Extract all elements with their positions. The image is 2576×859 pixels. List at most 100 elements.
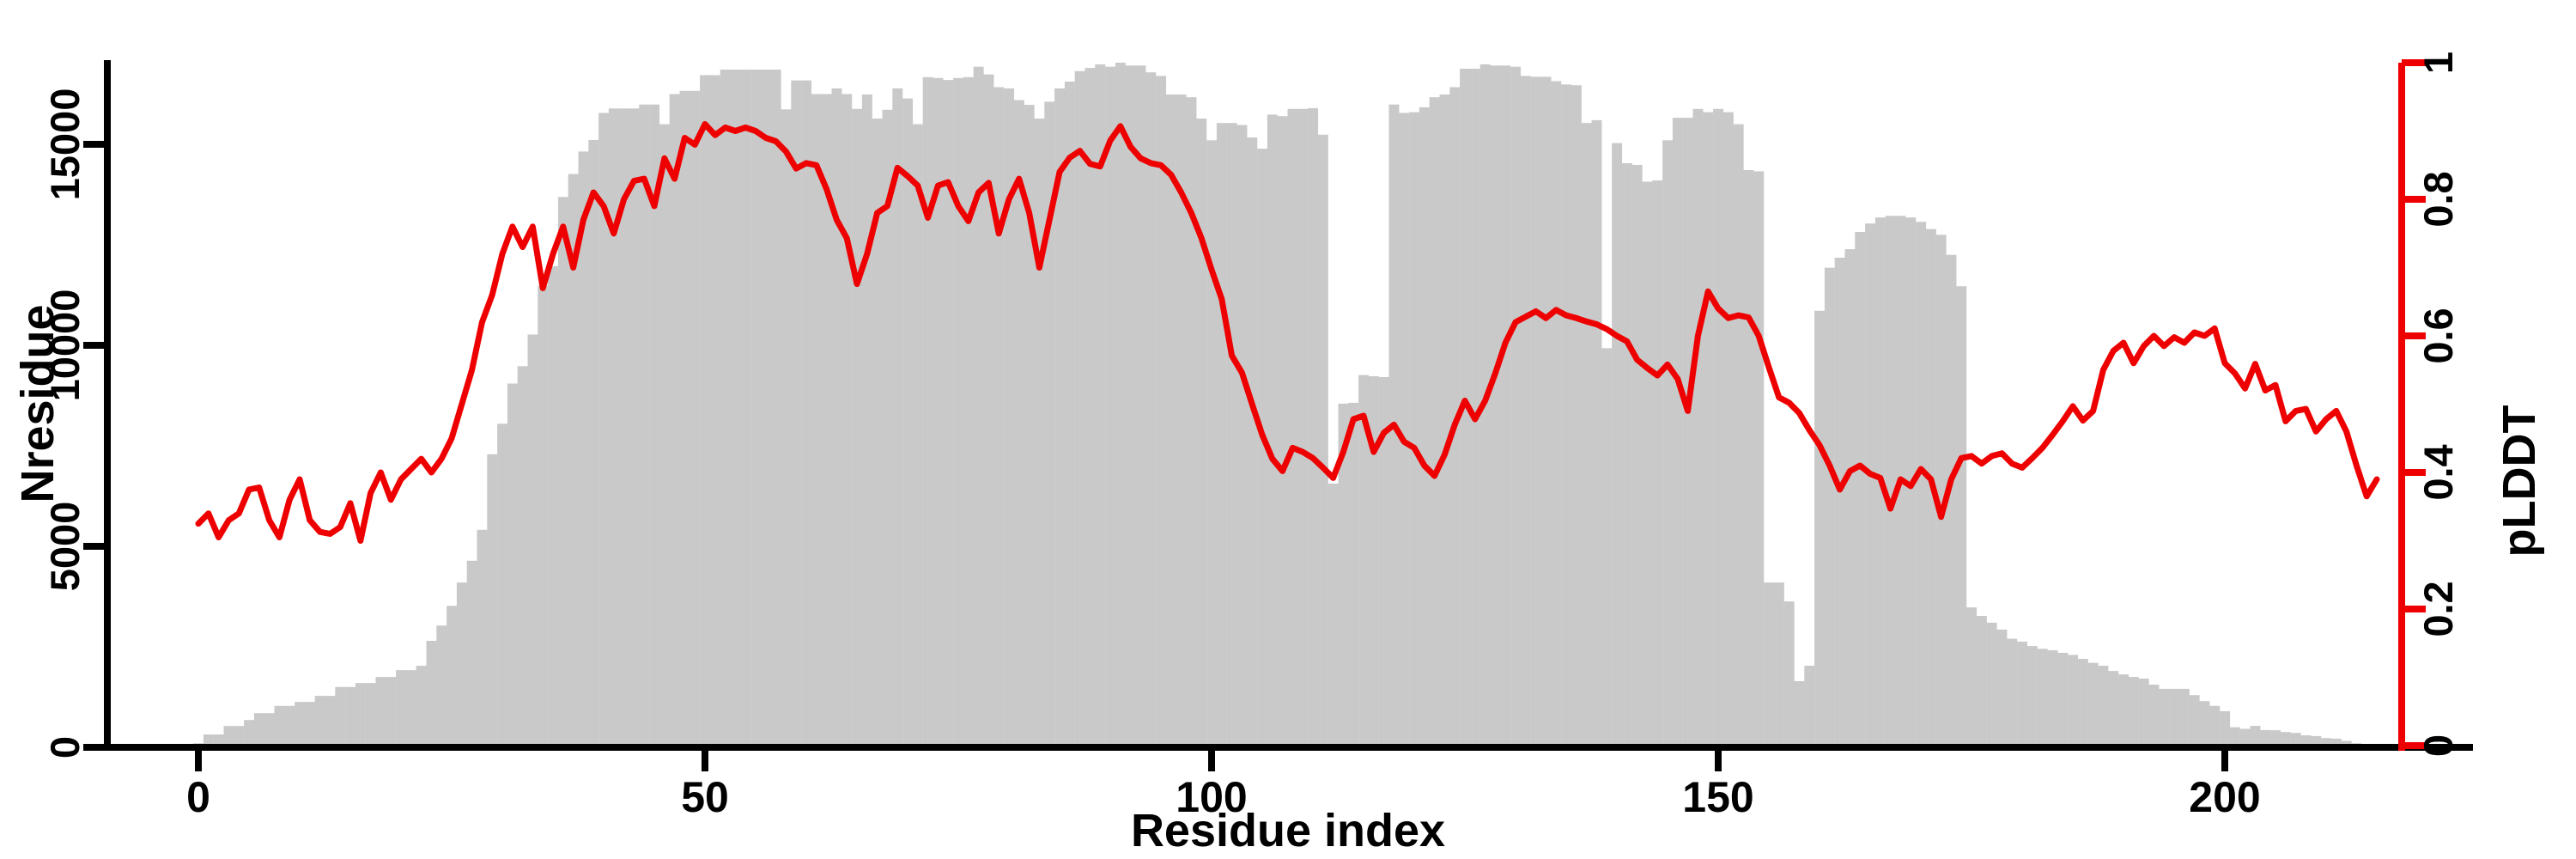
- histogram-bar: [2148, 685, 2160, 747]
- histogram-bar: [2229, 727, 2240, 747]
- histogram-bar: [2220, 710, 2231, 747]
- histogram-bar: [933, 77, 944, 748]
- histogram-bar: [1581, 123, 1592, 747]
- histogram-bar: [1844, 249, 1856, 748]
- histogram-bar: [821, 94, 832, 747]
- histogram-bar: [1165, 94, 1176, 747]
- histogram-bar: [1247, 137, 1258, 747]
- histogram-bar: [1935, 235, 1947, 747]
- histogram-bar: [953, 77, 964, 748]
- x-tick-label: 150: [1682, 773, 1753, 821]
- histogram-bar: [1429, 97, 1440, 747]
- y-right-tick-label: 0.6: [2415, 308, 2461, 363]
- histogram-bar: [2098, 666, 2109, 747]
- histogram-bar: [2178, 688, 2190, 747]
- histogram-bar: [760, 70, 771, 747]
- histogram-bar: [750, 70, 762, 747]
- histogram-bar: [2087, 662, 2099, 747]
- histogram-bar: [1257, 149, 1268, 748]
- histogram-bar: [1317, 134, 1328, 748]
- histogram-bar: [669, 94, 680, 747]
- histogram-bar: [1733, 124, 1744, 748]
- y-left-tick-label: 5000: [42, 502, 88, 592]
- histogram-bar: [1054, 88, 1066, 747]
- histogram-bar: [1013, 100, 1024, 747]
- histogram-bar: [690, 90, 701, 748]
- histogram-bar: [517, 366, 528, 747]
- histogram-bar: [477, 529, 488, 747]
- histogram-bar: [578, 151, 589, 747]
- histogram-bar: [1216, 123, 1227, 747]
- histogram-bar: [2260, 729, 2271, 747]
- x-tick-label: 0: [186, 773, 210, 821]
- histogram-bar: [487, 454, 498, 747]
- histogram-bar: [2037, 649, 2048, 747]
- histogram-bar: [396, 670, 407, 747]
- y-right-tick-label: 1: [2415, 52, 2461, 74]
- histogram-bar: [2047, 650, 2058, 747]
- histogram-bar: [1976, 616, 1987, 747]
- histogram-bar: [781, 109, 792, 748]
- histogram-bar: [2280, 732, 2291, 747]
- histogram-bar: [588, 139, 599, 747]
- histogram-bar: [912, 124, 923, 748]
- histogram-bar: [1530, 76, 1541, 747]
- histogram-bar: [1794, 681, 1805, 747]
- histogram-bar: [2199, 701, 2210, 747]
- histogram-bar: [1672, 118, 1683, 748]
- histogram-bar: [2159, 688, 2170, 747]
- histogram-bar: [2169, 688, 2180, 747]
- histogram-bar: [1703, 112, 1714, 748]
- histogram-bar: [608, 108, 619, 748]
- histogram-bar: [1652, 180, 1663, 748]
- histogram-bar: [1773, 582, 1784, 747]
- histogram-bar: [2270, 730, 2281, 747]
- histogram-bar: [1946, 254, 1957, 747]
- histogram-bar: [1916, 222, 1927, 747]
- histogram-bar: [841, 94, 853, 747]
- histogram-bar: [234, 726, 245, 747]
- histogram-bar: [679, 90, 690, 748]
- histogram-bar: [253, 713, 264, 747]
- histogram-bar: [1824, 267, 1835, 747]
- histogram-bar: [1419, 107, 1430, 747]
- histogram-bar: [1084, 68, 1096, 748]
- histogram-bar: [649, 104, 660, 747]
- histogram-bar: [2250, 726, 2261, 747]
- histogram-bar: [1692, 108, 1704, 748]
- histogram-bar: [568, 174, 579, 748]
- y-right-tick-label: 0.8: [2415, 171, 2461, 227]
- histogram-bar: [1004, 88, 1015, 747]
- y-left-tick-label: 15000: [42, 88, 88, 201]
- histogram-bar: [882, 109, 893, 748]
- histogram-bar: [2007, 638, 2018, 747]
- histogram-bar: [2209, 705, 2221, 747]
- histogram-bar: [1469, 69, 1480, 747]
- histogram-bar: [325, 696, 336, 747]
- y-left-tick-label: 0: [42, 736, 88, 758]
- histogram-bar: [426, 641, 437, 747]
- histogram-bar: [1024, 105, 1035, 748]
- axes: [104, 60, 2473, 751]
- histogram-bar: [355, 683, 366, 747]
- histogram-bar: [2068, 655, 2079, 747]
- histogram-bar: [1743, 170, 1754, 747]
- histogram-bar: [730, 70, 741, 747]
- histogram-bar: [1044, 101, 1055, 747]
- histogram-bar: [314, 696, 325, 747]
- histogram-bar: [244, 720, 255, 747]
- tick-marks-and-labels: 0 50 100 150 200 0 5000 10000 15000 0 0.2 0.4 0.6 0.8…: [42, 52, 2461, 821]
- histogram-bar: [1814, 310, 1826, 747]
- histogram-bar: [943, 80, 954, 748]
- histogram-bar: [1196, 119, 1207, 747]
- histogram-bar: [1267, 114, 1278, 747]
- histogram-bar: [2321, 738, 2332, 747]
- histogram-bar: [983, 74, 994, 748]
- histogram-bar: [557, 197, 568, 748]
- histogram-bar: [1621, 163, 1632, 747]
- histogram-bar: [365, 683, 376, 747]
- histogram-bar: [2330, 738, 2342, 747]
- histogram-bar: [1540, 76, 1552, 747]
